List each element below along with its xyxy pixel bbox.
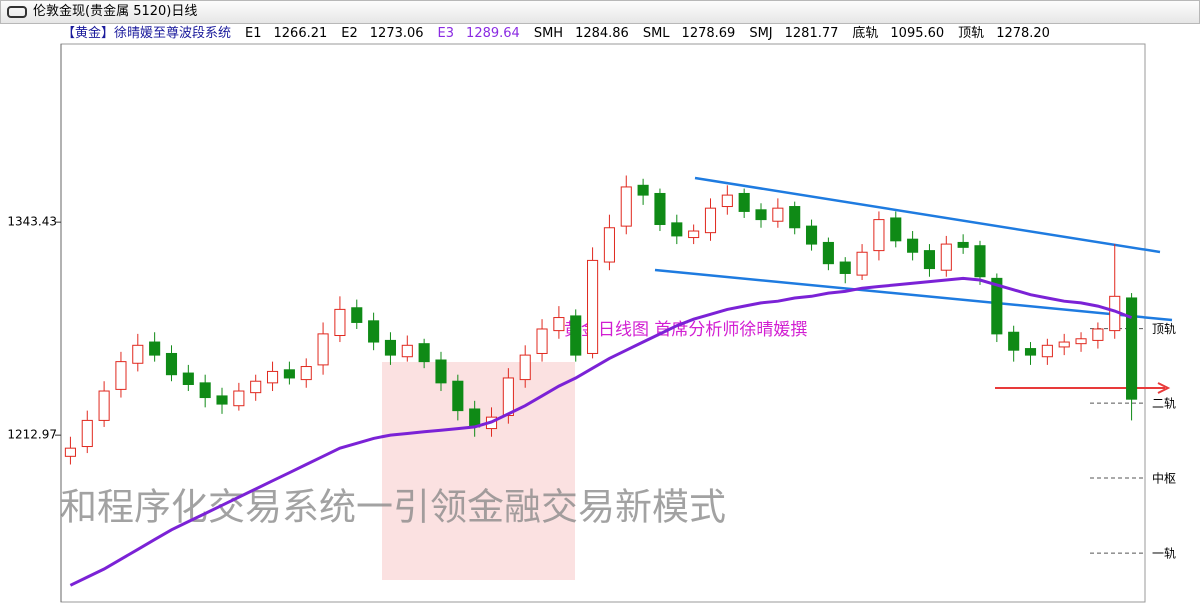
candle-body — [300, 366, 312, 381]
candle-body — [856, 251, 868, 276]
candle-body — [132, 344, 144, 364]
candle-body — [789, 206, 801, 229]
candle-body — [435, 359, 447, 384]
level-label: 中枢 — [1152, 471, 1176, 486]
indicator-label: 底轨 — [852, 26, 879, 41]
level-label: 顶轨 — [1152, 322, 1176, 336]
candle-body — [401, 344, 413, 358]
candle-body — [317, 333, 329, 366]
candle-body — [250, 380, 262, 394]
level-label: 二轨 — [1152, 397, 1176, 411]
indicator-value: 1278.69 — [681, 26, 736, 41]
candle-body — [1024, 348, 1037, 356]
candle-body — [351, 307, 363, 323]
indicator-header: 【黄金】徐晴媛至尊波段系统 E1 1266.21 E2 1273.06 E3 1289.64… — [62, 24, 1054, 44]
indicator-name: 【黄金】徐晴媛至尊波段系统 — [62, 26, 232, 41]
candle-body — [1075, 338, 1087, 345]
trend-line — [654, 268, 1173, 322]
candle-body — [553, 317, 565, 332]
indicator-label: SMH — [533, 26, 564, 41]
candle-body — [755, 209, 767, 221]
candle-body — [890, 217, 902, 242]
indicator-value: 1289.64 — [466, 26, 520, 41]
candle-body — [64, 447, 76, 457]
candle-body — [654, 192, 666, 225]
candle-body — [839, 261, 851, 274]
candle-body — [283, 369, 295, 379]
title-bar: 伦敦金现(贵金属 5120)日线 — [0, 0, 1200, 24]
candle-body — [822, 241, 834, 265]
indicator-value: 1266.21 — [273, 26, 328, 41]
candle-body — [991, 277, 1003, 335]
indicator-value: 1284.86 — [575, 26, 629, 41]
candle-body — [721, 194, 733, 208]
candle-body — [974, 245, 986, 278]
candle-body — [469, 408, 481, 428]
watermark: 和程序化交易系统一引领金融交易新模式 — [60, 486, 726, 529]
candle-body — [1126, 297, 1138, 400]
candle-body — [519, 354, 531, 381]
indicator-label: SML — [642, 26, 670, 41]
candle-body — [873, 219, 885, 252]
indicator-label: SMJ — [749, 26, 773, 41]
candle-body — [957, 241, 969, 248]
indicator-value: 1281.77 — [784, 26, 839, 41]
ma-line — [69, 276, 1133, 587]
candle-body — [620, 186, 632, 227]
candle-body — [805, 225, 818, 245]
candle-body — [536, 328, 548, 354]
candle-body — [334, 308, 346, 337]
candle-body — [671, 222, 683, 237]
indicator-label: E3 — [437, 26, 455, 41]
candle-body — [1058, 341, 1070, 348]
candle-body — [502, 377, 514, 417]
candle-body — [233, 390, 245, 407]
candle-body — [940, 243, 952, 271]
candle-body — [165, 352, 178, 376]
level-label: 一轨 — [1152, 547, 1176, 561]
arrow — [1157, 382, 1171, 394]
candle-body — [704, 207, 717, 234]
candle-body — [738, 192, 750, 212]
indicator-label: E1 — [245, 26, 262, 41]
candle-body — [149, 341, 161, 356]
indicator-label: 顶轨 — [958, 26, 985, 41]
indicator-value: 1278.20 — [996, 26, 1050, 41]
candle-body — [603, 227, 615, 263]
candle-body — [98, 390, 110, 421]
candle-body — [772, 207, 784, 222]
candle-body — [216, 395, 228, 405]
logo-stamp — [382, 362, 575, 580]
candle-body — [266, 370, 279, 384]
candle-body — [418, 343, 430, 363]
indicator-value: 1095.60 — [890, 26, 945, 41]
candle-body — [115, 361, 127, 390]
candle-body — [182, 372, 194, 385]
candle-body — [637, 184, 649, 196]
candle-body — [384, 339, 397, 356]
candle-body — [368, 320, 380, 343]
y-tick-label: 1212.97 — [7, 428, 57, 442]
candle-body — [1092, 328, 1104, 341]
indicator-label: E2 — [341, 26, 358, 41]
candle-body — [199, 382, 211, 399]
trend-line — [694, 176, 1161, 254]
candle-body — [1041, 344, 1053, 358]
candle-body — [570, 315, 582, 356]
y-tick-label: 1343.43 — [7, 215, 57, 229]
candle-body — [923, 250, 936, 270]
candle-body — [907, 238, 919, 253]
candle-body — [688, 230, 700, 239]
candle-body — [1008, 331, 1020, 351]
indicator-value: 1273.06 — [369, 26, 424, 41]
candle-body — [452, 380, 464, 412]
candle-body — [81, 419, 93, 448]
annotation: 黄金日线图 首席分析师徐晴媛撰 — [564, 320, 807, 340]
window-title: 伦敦金现(贵金属 5120)日线 — [33, 4, 198, 19]
candle-body — [587, 259, 599, 354]
